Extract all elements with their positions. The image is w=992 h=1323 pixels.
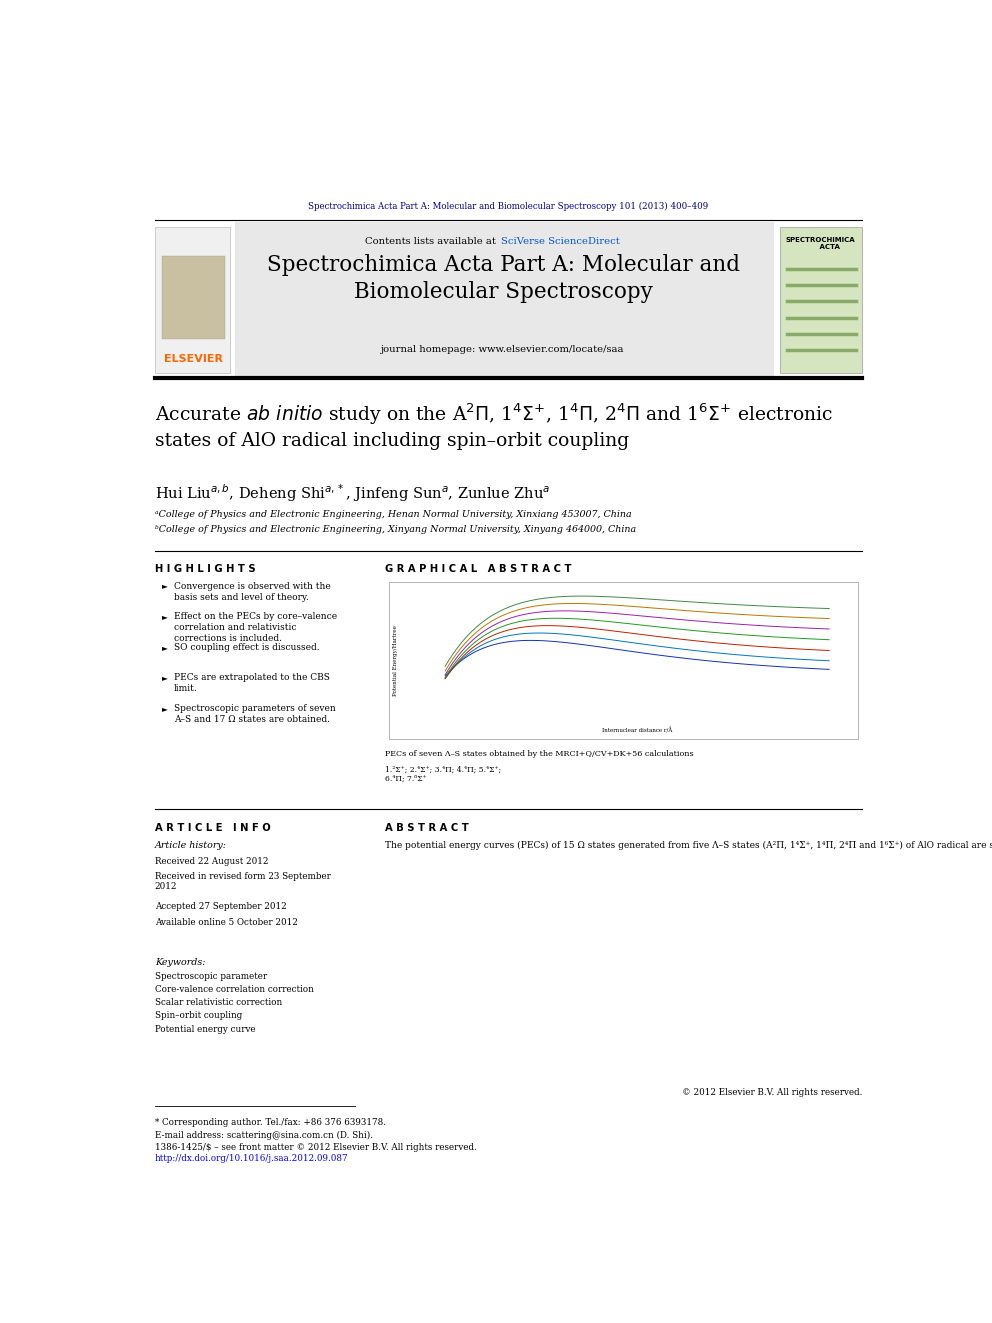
Text: SciVerse ScienceDirect: SciVerse ScienceDirect bbox=[501, 237, 619, 246]
Text: 1386-1425/$ – see front matter © 2012 Elsevier B.V. All rights reserved.: 1386-1425/$ – see front matter © 2012 El… bbox=[155, 1143, 476, 1152]
Text: A R T I C L E   I N F O: A R T I C L E I N F O bbox=[155, 823, 271, 833]
FancyBboxPatch shape bbox=[389, 582, 858, 740]
FancyBboxPatch shape bbox=[780, 228, 862, 373]
Text: * Corresponding author. Tel./fax: +86 376 6393178.: * Corresponding author. Tel./fax: +86 37… bbox=[155, 1118, 386, 1127]
Text: Accurate $\it{ab\ initio}$ study on the A$^{2}\Pi$, 1$^{4}\Sigma^{+}$, 1$^{4}\Pi: Accurate $\it{ab\ initio}$ study on the … bbox=[155, 401, 833, 450]
Text: The potential energy curves (PECs) of 15 Ω states generated from five Λ–S states: The potential energy curves (PECs) of 15… bbox=[386, 841, 992, 851]
Text: Keywords:: Keywords: bbox=[155, 958, 205, 967]
Text: ►: ► bbox=[163, 613, 169, 620]
Text: ELSEVIER: ELSEVIER bbox=[164, 355, 222, 364]
Text: Core-valence correlation correction: Core-valence correlation correction bbox=[155, 984, 313, 994]
Text: A B S T R A C T: A B S T R A C T bbox=[386, 823, 469, 833]
Text: Spectroscopic parameter: Spectroscopic parameter bbox=[155, 971, 267, 980]
Text: H I G H L I G H T S: H I G H L I G H T S bbox=[155, 564, 255, 574]
Text: Spectrochimica Acta Part A: Molecular and
Biomolecular Spectroscopy: Spectrochimica Acta Part A: Molecular an… bbox=[267, 254, 739, 303]
Text: Article history:: Article history: bbox=[155, 841, 227, 851]
Text: Potential Energy/Hartree: Potential Energy/Hartree bbox=[393, 624, 398, 696]
Text: ᵇCollege of Physics and Electronic Engineering, Xinyang Normal University, Xinya: ᵇCollege of Physics and Electronic Engin… bbox=[155, 525, 636, 534]
Text: http://dx.doi.org/10.1016/j.saa.2012.09.087: http://dx.doi.org/10.1016/j.saa.2012.09.… bbox=[155, 1154, 348, 1163]
Text: Hui Liu$^{a,b}$, Deheng Shi$^{a,*}$, Jinfeng Sun$^{a}$, Zunlue Zhu$^{a}$: Hui Liu$^{a,b}$, Deheng Shi$^{a,*}$, Jin… bbox=[155, 483, 551, 504]
Text: Internuclear distance r/Å: Internuclear distance r/Å bbox=[602, 728, 673, 733]
Text: PECs of seven Λ–S states obtained by the MRCI+Q/CV+DK+56 calculations: PECs of seven Λ–S states obtained by the… bbox=[386, 750, 694, 758]
Text: Effect on the PECs by core–valence
correlation and relativistic
corrections is i: Effect on the PECs by core–valence corre… bbox=[174, 613, 337, 643]
Text: ►: ► bbox=[163, 673, 169, 683]
Text: journal homepage: www.elsevier.com/locate/saa: journal homepage: www.elsevier.com/locat… bbox=[381, 345, 625, 355]
Text: Potential energy curve: Potential energy curve bbox=[155, 1025, 255, 1033]
Text: Contents lists available at: Contents lists available at bbox=[365, 237, 499, 246]
Text: Received in revised form 23 September
2012: Received in revised form 23 September 20… bbox=[155, 872, 330, 892]
Text: SO coupling effect is discussed.: SO coupling effect is discussed. bbox=[174, 643, 319, 652]
Text: Spectrochimica Acta Part A: Molecular and Biomolecular Spectroscopy 101 (2013) 4: Spectrochimica Acta Part A: Molecular an… bbox=[309, 201, 708, 210]
Text: Accepted 27 September 2012: Accepted 27 September 2012 bbox=[155, 902, 287, 912]
FancyBboxPatch shape bbox=[235, 222, 774, 378]
Text: © 2012 Elsevier B.V. All rights reserved.: © 2012 Elsevier B.V. All rights reserved… bbox=[682, 1088, 862, 1097]
Text: 1.²Σ⁺; 2.⁴Σ⁺; 3.⁴Π; 4.⁴Π; 5.⁴Σ⁺;: 1.²Σ⁺; 2.⁴Σ⁺; 3.⁴Π; 4.⁴Π; 5.⁴Σ⁺; bbox=[386, 766, 502, 774]
Text: Convergence is observed with the
basis sets and level of theory.: Convergence is observed with the basis s… bbox=[174, 582, 330, 602]
FancyBboxPatch shape bbox=[163, 255, 225, 339]
Text: Received 22 August 2012: Received 22 August 2012 bbox=[155, 856, 268, 865]
Text: ᵃCollege of Physics and Electronic Engineering, Henan Normal University, Xinxian: ᵃCollege of Physics and Electronic Engin… bbox=[155, 511, 631, 519]
Text: Scalar relativistic correction: Scalar relativistic correction bbox=[155, 998, 282, 1007]
Text: SPECTROCHIMICA
       ACTA: SPECTROCHIMICA ACTA bbox=[786, 237, 855, 250]
Text: E-mail address: scattering@sina.com.cn (D. Shi).: E-mail address: scattering@sina.com.cn (… bbox=[155, 1131, 373, 1139]
Text: G R A P H I C A L   A B S T R A C T: G R A P H I C A L A B S T R A C T bbox=[386, 564, 572, 574]
Text: PECs are extrapolated to the CBS
limit.: PECs are extrapolated to the CBS limit. bbox=[174, 673, 330, 693]
Text: 6.⁴Π; 7.⁶Σ⁺: 6.⁴Π; 7.⁶Σ⁺ bbox=[386, 775, 428, 783]
Text: Spectroscopic parameters of seven
A–S and 17 Ω states are obtained.: Spectroscopic parameters of seven A–S an… bbox=[174, 704, 335, 724]
Text: Spin–orbit coupling: Spin–orbit coupling bbox=[155, 1011, 242, 1020]
FancyBboxPatch shape bbox=[155, 228, 230, 373]
Text: ►: ► bbox=[163, 582, 169, 590]
Text: Available online 5 October 2012: Available online 5 October 2012 bbox=[155, 918, 298, 926]
Text: ►: ► bbox=[163, 704, 169, 713]
Text: ►: ► bbox=[163, 643, 169, 652]
